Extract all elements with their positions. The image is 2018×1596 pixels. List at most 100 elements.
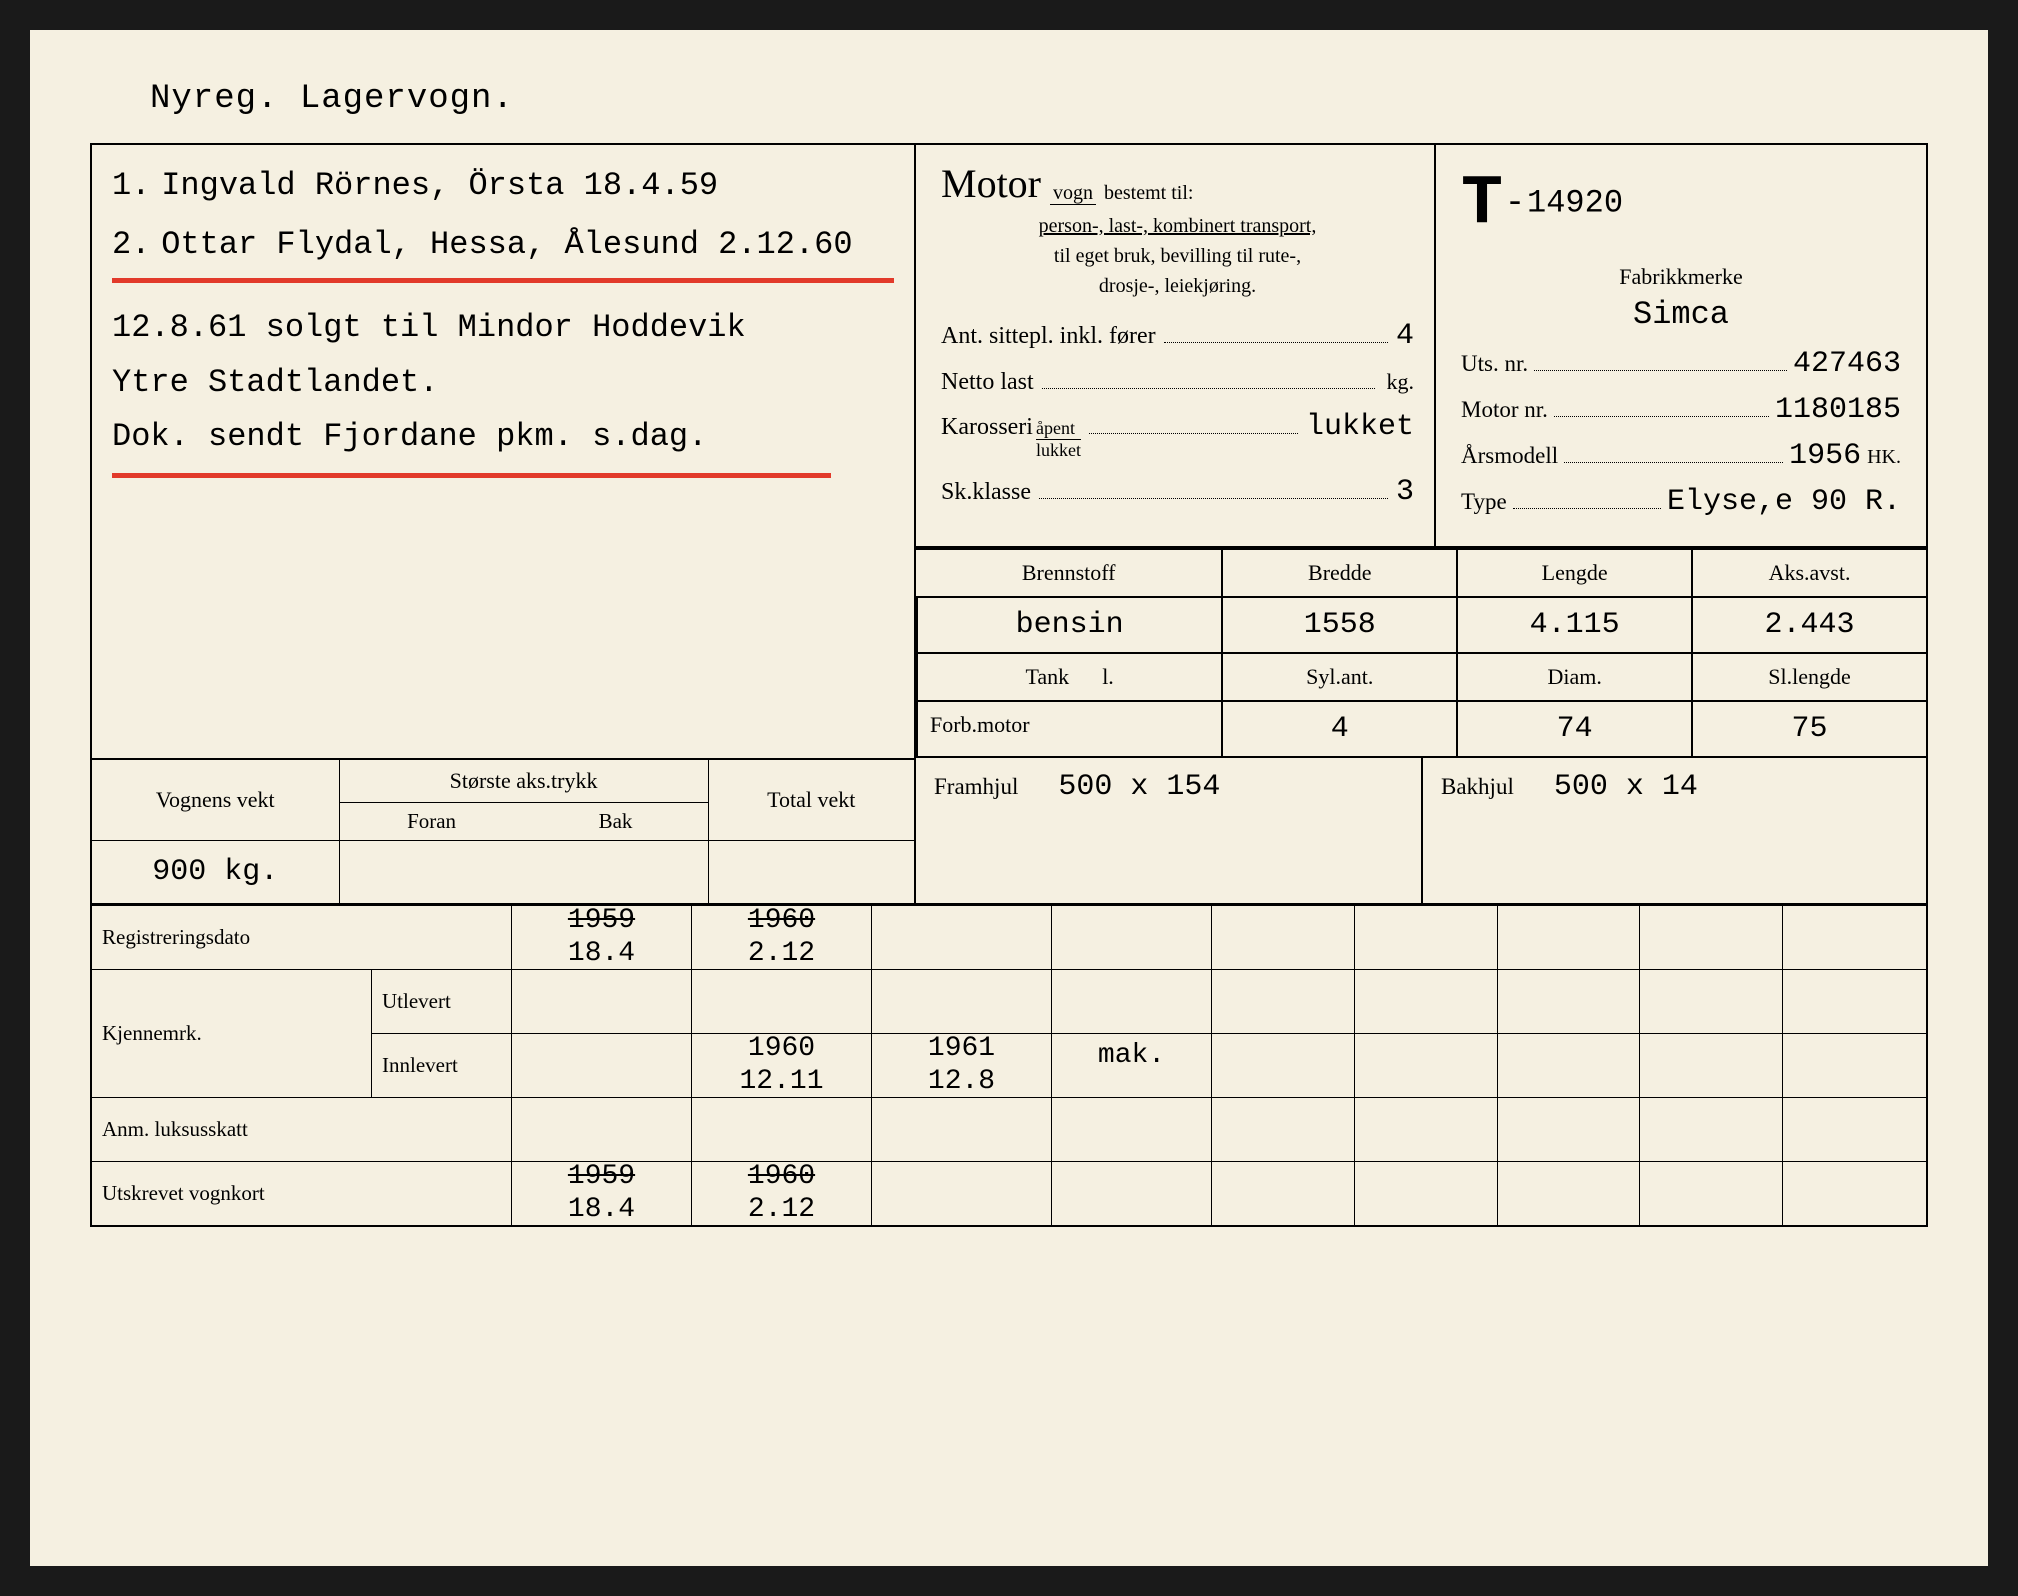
regdato-cell: 1960 2.12	[692, 905, 872, 969]
sittepl-value: 4	[1396, 319, 1414, 353]
brennstoff-label: Brennstoff	[916, 548, 1221, 598]
innlevert-label: Innlevert	[372, 1033, 512, 1097]
tank-unit: l.	[1102, 664, 1114, 689]
dotted-line	[1039, 477, 1388, 499]
empty-cell	[872, 1097, 1052, 1161]
klasse-value: 3	[1396, 475, 1414, 509]
vognens-label: Vognens vekt	[92, 760, 339, 841]
sublabel-top: åpent	[1036, 418, 1081, 440]
date: 12.11	[739, 1066, 823, 1098]
dotted-line	[1164, 321, 1388, 343]
sittepl-label: Ant. sittepl. inkl. fører	[941, 323, 1156, 350]
utlevert-label: Utlevert	[372, 969, 512, 1033]
owner-num: 1.	[112, 160, 142, 211]
empty-cell	[872, 969, 1052, 1033]
red-underline	[112, 473, 831, 478]
lengde-label: Lengde	[1456, 548, 1691, 598]
year: 1959	[568, 1161, 635, 1193]
sylant-value: 4	[1221, 702, 1456, 758]
year: 1960	[748, 1033, 815, 1065]
wheels-row: Framhjul 500 x 154 Bakhjul 500 x 14	[916, 758, 1926, 905]
empty-cell	[1052, 969, 1212, 1033]
bakhjul-label: Bakhjul	[1441, 774, 1514, 800]
field-row: Type Elyse,e 90 R.	[1461, 485, 1901, 519]
empty-cell	[1052, 905, 1212, 969]
registration-id: T-14920	[1461, 165, 1901, 244]
reg-fields: Fabrikkmerke Simca Uts. nr. 427463 Motor…	[1461, 264, 1901, 519]
sublabel-bot: lukket	[1036, 440, 1081, 460]
regdato-cell: 1959 18.4	[512, 905, 692, 969]
empty-cell	[1498, 969, 1641, 1033]
empty-cell	[1355, 969, 1498, 1033]
vognens-value: 900 kg.	[92, 841, 339, 903]
empty-cell	[1783, 1097, 1926, 1161]
total-value	[709, 841, 915, 903]
framhjul-value: 500 x 154	[1058, 770, 1220, 804]
empty-cell	[1498, 1161, 1641, 1225]
motor-box: Motor vogn bestemt til: person-, last-, …	[916, 145, 1436, 548]
owner-text: Ingvald Rörnes, Örsta 18.4.59	[161, 167, 718, 204]
anm-label: Anm. luksusskatt	[92, 1097, 512, 1161]
lengde-value: 4.115	[1456, 598, 1691, 654]
netto-unit: kg.	[1387, 369, 1415, 395]
foran-value	[339, 841, 524, 903]
karosseri-label: Karosseri	[941, 414, 1033, 441]
dotted-line	[1534, 351, 1787, 371]
innlevert-cell: 1961 12.8	[872, 1033, 1052, 1097]
netto-label: Netto last	[941, 369, 1034, 396]
empty-cell	[1355, 1033, 1498, 1097]
uts-value: 427463	[1793, 347, 1901, 381]
date: 2.12	[748, 1194, 815, 1226]
header-note: Nyreg. Lagervogn.	[150, 80, 1928, 118]
forbmotor-label: Forb.motor	[916, 702, 1221, 758]
tech-grid: Brennstoff Bredde Lengde Aks.avst. bensi…	[916, 548, 1926, 758]
empty-cell	[1212, 905, 1355, 969]
empty-cell	[1212, 1161, 1355, 1225]
main-frame: 1. Ingvald Rörnes, Örsta 18.4.59 2. Otta…	[90, 143, 1928, 1227]
empty-cell	[1640, 1097, 1783, 1161]
sllengde-label: Sl.lengde	[1691, 654, 1926, 702]
empty-cell	[1783, 1161, 1926, 1225]
field-row: Uts. nr. 427463	[1461, 347, 1901, 381]
tank-label: Tank l.	[916, 654, 1221, 702]
empty-cell	[1355, 1097, 1498, 1161]
owner-row: 1. Ingvald Rörnes, Örsta 18.4.59	[112, 160, 894, 211]
dotted-line	[1513, 489, 1661, 509]
bakhjul-value: 500 x 14	[1554, 770, 1698, 804]
empty-cell	[512, 969, 692, 1033]
empty-cell	[1052, 1161, 1212, 1225]
empty-cell	[1212, 1033, 1355, 1097]
sold-note: 12.8.61 solgt til Mindor Hoddevik Ytre S…	[112, 301, 894, 464]
motor-vogn: vogn	[1050, 182, 1096, 205]
diam-value: 74	[1456, 702, 1691, 758]
motor-desc-line: drosje-, leiekjøring.	[941, 271, 1414, 301]
date: 18.4	[568, 1194, 635, 1226]
bakhjul-cell: Bakhjul 500 x 14	[1421, 758, 1926, 903]
field-row: Netto last kg.	[941, 367, 1414, 396]
owner-num: 2.	[112, 219, 142, 270]
dotted-line	[1564, 443, 1783, 463]
reg-number: 14920	[1527, 184, 1623, 221]
aksavst-value: 2.443	[1691, 598, 1926, 654]
uts-label: Uts. nr.	[1461, 351, 1528, 377]
regdato-label: Registreringsdato	[92, 905, 512, 969]
year: 1960	[748, 905, 815, 937]
motor-description: person-, last-, kombinert transport, til…	[941, 211, 1414, 301]
field-row: Motor nr. 1180185	[1461, 393, 1901, 427]
empty-cell	[1498, 1033, 1641, 1097]
sllengde-value: 75	[1691, 702, 1926, 758]
brennstoff-value: bensin	[916, 598, 1221, 654]
utskrevet-cell: 1960 2.12	[692, 1161, 872, 1225]
bak-label: Bak	[524, 803, 709, 841]
empty-cell	[872, 905, 1052, 969]
empty-cell	[872, 1161, 1052, 1225]
framhjul-label: Framhjul	[934, 774, 1018, 800]
empty-cell	[1640, 1161, 1783, 1225]
empty-cell	[1640, 905, 1783, 969]
total-label: Total vekt	[709, 760, 915, 841]
karosseri-sublabel: åpent lukket	[1036, 418, 1081, 461]
note-line: 12.8.61 solgt til Mindor Hoddevik	[112, 301, 894, 355]
empty-cell	[692, 1097, 872, 1161]
reg-prefix: T	[1461, 165, 1503, 244]
empty-cell	[1355, 1161, 1498, 1225]
